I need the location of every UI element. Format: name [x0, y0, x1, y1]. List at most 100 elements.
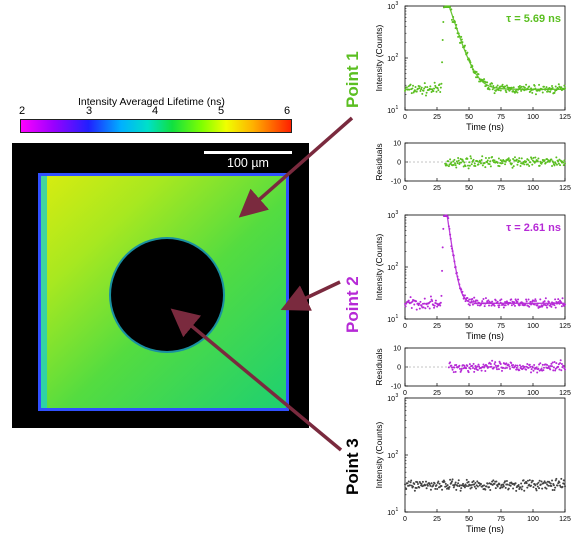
data-point: [509, 367, 512, 370]
data-point: [419, 300, 422, 303]
data-point: [541, 363, 544, 366]
data-point: [530, 368, 533, 371]
data-point: [472, 300, 475, 303]
data-point: [429, 295, 432, 298]
x-axis-label: Time (ns): [466, 331, 504, 341]
data-point: [421, 480, 424, 483]
data-point: [537, 367, 540, 370]
data-point: [508, 365, 511, 368]
data-point: [507, 364, 510, 367]
data-point: [546, 306, 549, 309]
y-axis-label: Intensity (Counts): [374, 25, 384, 92]
data-point: [507, 157, 510, 160]
data-point: [435, 90, 438, 93]
data-point: [554, 85, 557, 88]
data-point: [436, 87, 439, 90]
data-point: [537, 481, 540, 484]
data-point: [464, 483, 467, 486]
y-tick-exponent: 2: [396, 53, 399, 59]
data-point: [546, 90, 549, 93]
data-point: [557, 162, 560, 165]
data-point: [470, 300, 473, 303]
data-point: [500, 298, 503, 301]
data-point: [562, 164, 565, 167]
data-point: [548, 87, 551, 90]
y-axis-label: Intensity (Counts): [374, 234, 384, 301]
data-point: [418, 486, 421, 489]
data-point: [430, 482, 433, 485]
flim-image-svg: 100 µm: [38, 151, 292, 411]
data-point: [516, 163, 519, 166]
data-point: [558, 368, 561, 371]
data-point: [461, 158, 464, 161]
data-point: [455, 364, 458, 367]
data-point: [560, 369, 563, 372]
data-point: [410, 92, 413, 95]
x-axis-label: Time (ns): [466, 524, 504, 534]
data-point: [496, 300, 499, 303]
data-point: [465, 485, 468, 488]
data-point: [501, 162, 504, 165]
data-point: [534, 300, 537, 303]
data-point: [435, 484, 438, 487]
data-point: [407, 299, 410, 302]
y-tick-label: 0: [397, 160, 401, 167]
data-point: [429, 484, 432, 487]
data-point: [536, 485, 539, 488]
data-point: [409, 83, 412, 86]
data-point: [487, 299, 490, 302]
data-point: [505, 84, 508, 87]
colorbar-tick: 5: [217, 105, 225, 117]
data-point: [500, 160, 503, 163]
data-point: [432, 484, 435, 487]
y-tick-label: -10: [391, 179, 401, 186]
data-point: [458, 367, 461, 370]
data-point: [489, 488, 492, 491]
data-point: [507, 487, 510, 490]
data-point: [551, 164, 554, 167]
data-point: [523, 86, 526, 89]
data-point: [421, 92, 424, 95]
data-point: [557, 160, 560, 163]
data-point: [538, 479, 541, 482]
fit-curve: [444, 214, 565, 304]
data-point: [553, 360, 556, 363]
data-point: [474, 164, 477, 167]
data-point: [534, 93, 537, 96]
y-tick-label: 10: [387, 213, 395, 220]
data-point: [426, 86, 429, 89]
data-point: [436, 305, 439, 308]
data-point: [505, 362, 508, 365]
data-point: [497, 364, 500, 367]
x-tick-label: 50: [465, 185, 473, 192]
y-tick-label: 10: [393, 141, 401, 148]
y-tick-label: 10: [387, 317, 395, 324]
data-point: [520, 157, 523, 160]
data-point: [539, 160, 542, 163]
data-point: [450, 161, 453, 164]
data-point: [468, 161, 471, 164]
data-point: [555, 362, 558, 365]
data-point: [465, 478, 468, 481]
data-point: [465, 367, 468, 370]
data-point: [415, 90, 418, 93]
data-point: [510, 162, 513, 165]
data-point: [516, 364, 519, 367]
data-point: [543, 480, 546, 483]
colorbar-title: Intensity Averaged Lifetime (ns): [78, 96, 225, 108]
data-point: [462, 165, 465, 168]
data-point: [424, 307, 427, 310]
data-point: [481, 300, 484, 303]
data-point: [483, 305, 486, 308]
data-point: [446, 484, 449, 487]
data-point: [492, 479, 495, 482]
data-point: [516, 300, 519, 303]
data-point: [538, 164, 541, 167]
x-tick-label: 75: [497, 114, 505, 121]
data-point: [515, 489, 518, 492]
data-point: [512, 158, 515, 161]
data-point: [518, 364, 521, 367]
data-point: [479, 160, 482, 163]
